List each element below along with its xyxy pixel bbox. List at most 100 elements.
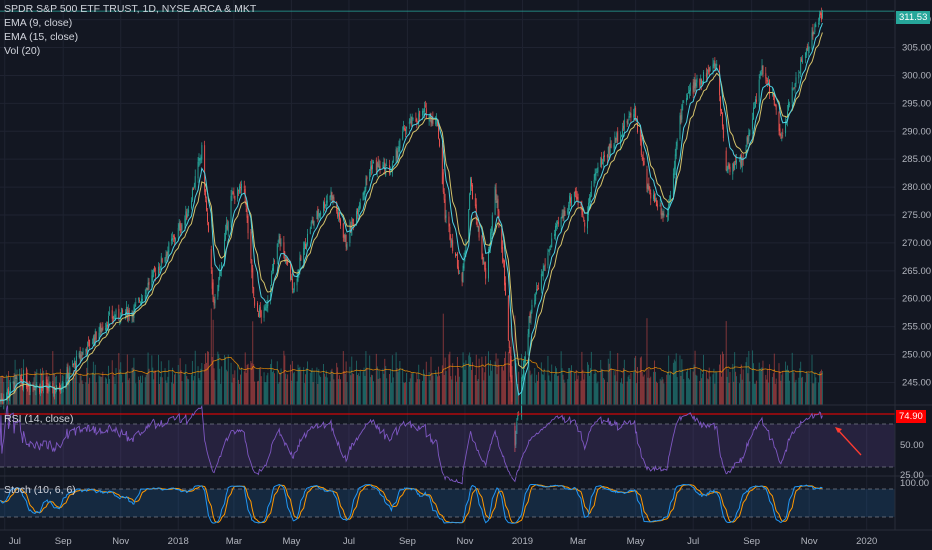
candle-body <box>193 185 195 188</box>
candle <box>494 184 496 216</box>
rsi-label[interactable]: RSI (14, close) <box>4 413 74 425</box>
symbol-title[interactable]: SPDR S&P 500 ETF TRUST, 1D, NYSE ARCA & … <box>4 3 257 15</box>
volume-bar <box>590 351 592 405</box>
volume-bar <box>290 380 292 405</box>
stoch-k-line <box>0 483 823 524</box>
volume-bar <box>701 378 703 405</box>
candle <box>560 216 562 232</box>
candle <box>423 108 424 116</box>
candle <box>344 232 346 243</box>
volume-bar <box>742 369 744 405</box>
candle <box>640 134 642 157</box>
candle <box>19 368 21 381</box>
candle-body <box>350 225 352 233</box>
candle-body <box>80 354 82 361</box>
volume-bar <box>177 364 179 405</box>
stoch-label[interactable]: Stoch (10, 6, 6) <box>4 484 76 496</box>
candle-body <box>528 316 530 334</box>
volume-bar <box>217 351 219 405</box>
candle <box>537 285 539 291</box>
volume-bar <box>659 378 661 405</box>
candle-body <box>342 223 344 238</box>
candle-body <box>416 119 418 123</box>
candle <box>538 282 539 290</box>
candle-body <box>54 388 56 394</box>
volume-bar <box>771 377 773 405</box>
candle <box>795 72 797 88</box>
candle-body <box>99 325 101 332</box>
volume-label[interactable]: Vol (20) <box>4 45 41 57</box>
volume-bar <box>475 354 477 405</box>
volume-bar <box>806 372 808 405</box>
volume-bar <box>716 372 718 405</box>
candle-body <box>806 46 808 50</box>
volume-bar <box>219 368 221 405</box>
volume-bar <box>92 361 94 405</box>
candle <box>74 360 76 375</box>
candle <box>330 187 332 201</box>
volume-bar <box>517 383 519 405</box>
candle-body <box>324 204 326 207</box>
candle <box>251 259 253 279</box>
candle <box>276 243 278 265</box>
volume-bar <box>483 380 485 405</box>
candle-body <box>667 213 669 217</box>
volume-bar <box>408 381 410 405</box>
ema-9-label[interactable]: EMA (9, close) <box>4 17 73 29</box>
candle-body <box>674 154 676 169</box>
volume-bar <box>74 377 75 405</box>
candle-body <box>81 355 83 357</box>
candle-body <box>769 80 771 95</box>
candle <box>247 214 249 240</box>
volume-bar <box>441 365 443 405</box>
candle <box>181 222 183 233</box>
candle <box>692 79 694 98</box>
candle-body <box>278 233 280 240</box>
candle <box>49 382 51 389</box>
candle-body <box>615 137 617 140</box>
volume-bar <box>338 378 340 405</box>
candle-body <box>325 200 327 206</box>
candle-body <box>72 364 74 366</box>
volume-bar <box>86 367 88 405</box>
candle <box>108 306 110 316</box>
candle-body <box>483 262 485 265</box>
volume-bar <box>662 379 664 405</box>
ema-15-line <box>0 32 823 401</box>
candle-body <box>527 333 529 354</box>
candle <box>66 366 68 379</box>
volume-bar <box>675 353 677 405</box>
volume-bar <box>332 373 334 405</box>
candle <box>807 41 809 57</box>
candle <box>477 226 479 232</box>
candle <box>240 181 241 194</box>
volume-bar <box>147 352 149 405</box>
candle <box>765 66 767 84</box>
candle <box>508 340 510 354</box>
volume-bar <box>113 376 115 405</box>
volume-bar <box>555 366 556 405</box>
time-tick-label: Nov <box>801 536 818 547</box>
candle-body <box>656 203 658 208</box>
volume-bar <box>780 380 782 405</box>
stoch-tick-100: 100.00 <box>900 478 929 489</box>
volume-bar <box>570 370 572 405</box>
volume-bar <box>463 362 465 405</box>
candle-body <box>721 113 723 127</box>
candle <box>306 242 307 251</box>
candle <box>696 74 698 88</box>
volume-bar <box>87 350 89 405</box>
candle <box>630 106 632 124</box>
volume-bar <box>190 374 192 405</box>
candle-body <box>305 244 307 249</box>
volume-bar <box>253 364 255 405</box>
volume-bar <box>383 373 385 405</box>
candle <box>278 233 280 244</box>
ema-15-label[interactable]: EMA (15, close) <box>4 31 79 43</box>
volume-bar <box>449 351 451 405</box>
candle <box>736 154 738 169</box>
volume-bar <box>567 379 569 405</box>
price-tick-label: 280.00 <box>902 182 931 193</box>
candle <box>449 223 451 241</box>
